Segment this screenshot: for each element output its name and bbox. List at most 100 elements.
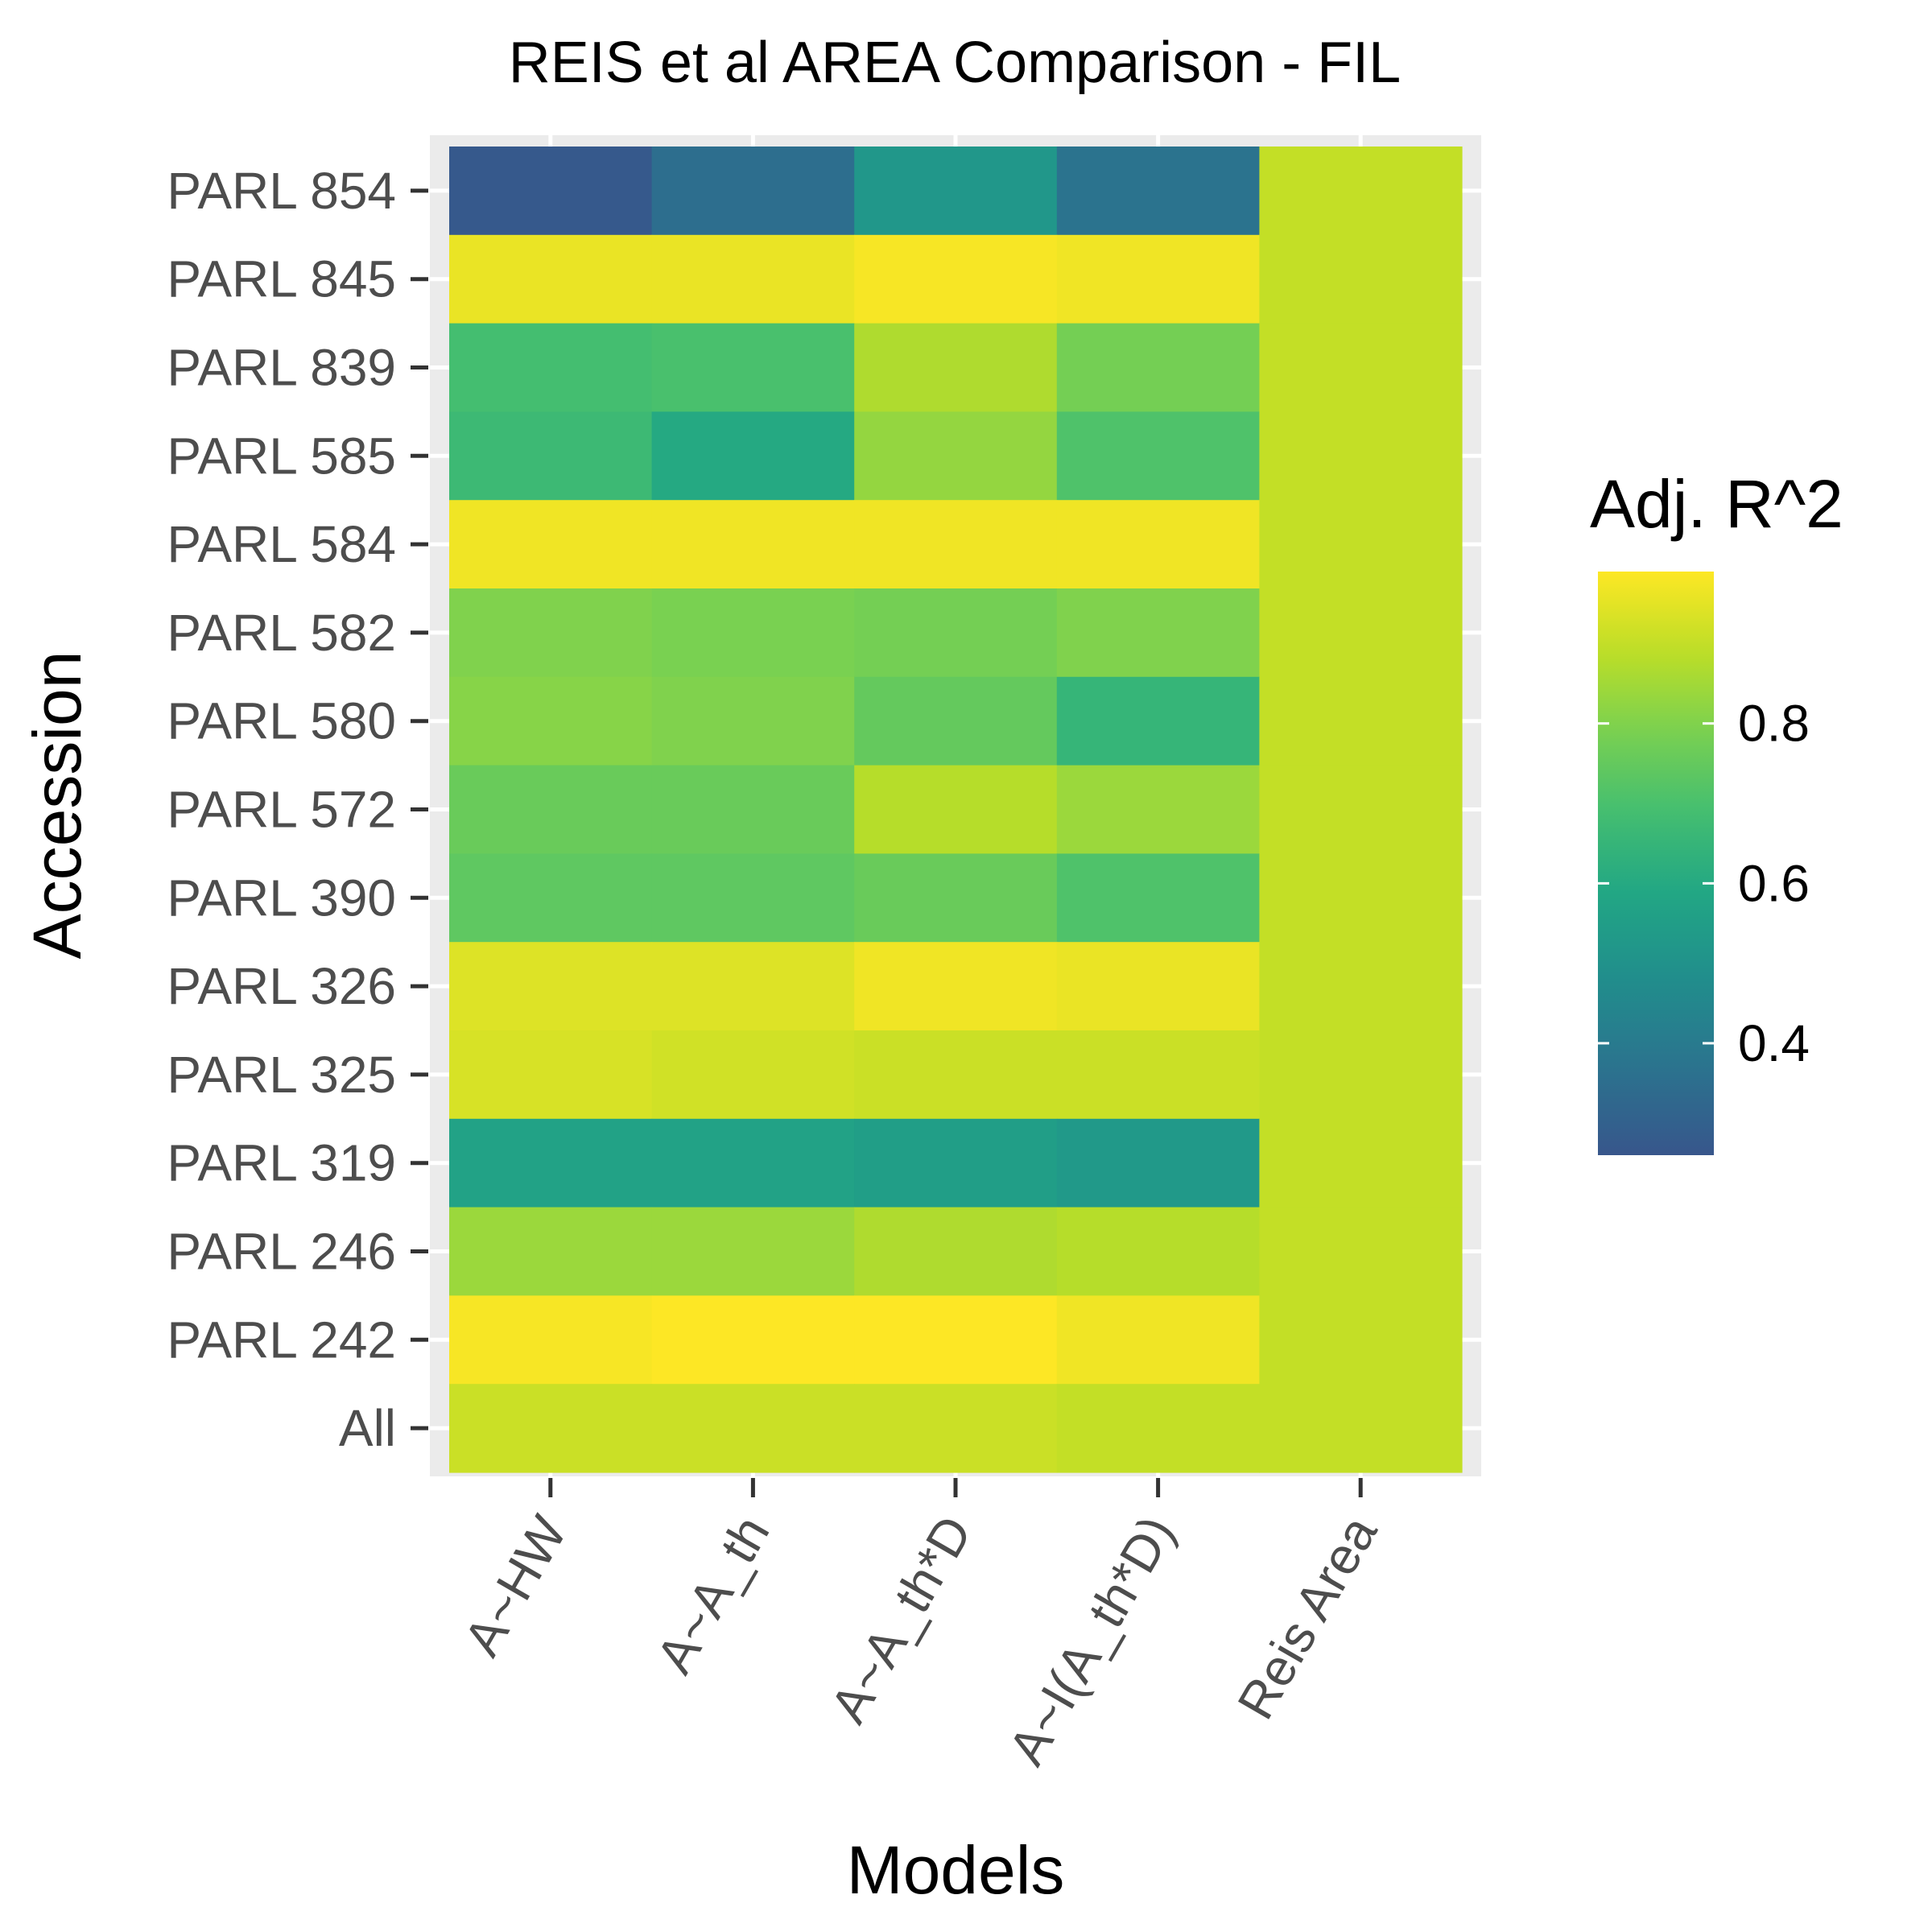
heatmap-cell [1056,1384,1260,1473]
heatmap-cell [854,1384,1058,1473]
y-tick-label: All [339,1399,396,1457]
heatmap-cell [1056,676,1260,766]
x-axis-title: Models [847,1832,1065,1908]
heatmap-cell [854,853,1058,943]
heatmap-cell [854,323,1058,412]
heatmap-cell [651,411,855,501]
heatmap-cell [449,942,653,1031]
chart-title: REIS et al AREA Comparison - FIL [509,31,1401,95]
heatmap-cell [1056,1207,1260,1296]
heatmap-cell [449,1384,653,1473]
heatmap-cell [854,765,1058,854]
heatmap-cell [449,1207,653,1296]
heatmap-cell [1056,500,1260,589]
heatmap-cell [651,853,855,943]
heatmap-cell [651,942,855,1031]
heatmap-cell [651,1384,855,1473]
x-tick-label: A~HW [452,1505,578,1665]
heatmap-cell [651,234,855,324]
y-tick-label: PARL 319 [167,1134,396,1192]
heatmap-cell [651,765,855,854]
heatmap-cell [854,1118,1058,1208]
heatmap-cells [449,147,1463,1473]
heatmap-cell [651,1030,855,1120]
legend-tick-label: 0.8 [1738,695,1810,753]
heatmap-cell [449,500,653,589]
y-tick-label: PARL 582 [167,604,396,662]
y-tick-label: PARL 584 [167,515,396,573]
y-tick-label: PARL 325 [167,1046,396,1104]
heatmap-cell [1259,1384,1463,1473]
heatmap-cell [1056,942,1260,1031]
heatmap-cell [449,1295,653,1385]
heatmap-cell [1259,500,1463,589]
heatmap-cell [1056,765,1260,854]
legend-ticks: 0.4 0.6 0.8 [1598,695,1810,1072]
y-tick-label: PARL 246 [167,1223,396,1281]
heatmap-cell [854,1207,1058,1296]
heatmap-cell [854,1295,1058,1385]
y-tick-label: PARL 390 [167,869,396,927]
heatmap-cell [449,765,653,854]
y-tick-label: PARL 242 [167,1311,396,1368]
heatmap-cell [1056,1118,1260,1208]
heatmap-cell [1259,323,1463,412]
heatmap-cell [854,942,1058,1031]
heatmap-cell [449,1118,653,1208]
colorbar [1598,572,1714,1155]
y-tick-label: PARL 580 [167,692,396,750]
heatmap-cell [449,234,653,324]
y-axis-title: Accession [19,651,95,960]
x-tick-label: A~A_th [645,1506,780,1682]
heatmap-cell [449,323,653,412]
heatmap-cell [651,1295,855,1385]
heatmap-cell [854,676,1058,766]
heatmap-cell [651,588,855,678]
heatmap-cell [1259,1207,1463,1296]
heatmap-cell [1259,234,1463,324]
heatmap-cell [449,1030,653,1120]
heatmap-cell [1259,942,1463,1031]
x-tick-label: A~I(A_th*D) [997,1506,1186,1774]
heatmap-cell [854,411,1058,501]
x-axis: A~HW A~A_th A~A_th*D A~I(A_th*D) Reis Area [452,1478,1389,1774]
heatmap-cell [449,588,653,678]
heatmap-cell [1259,1030,1463,1120]
heatmap-cell [651,323,855,412]
heatmap-cell [1259,853,1463,943]
heatmap-cell [854,1030,1058,1120]
heatmap-cell [651,500,855,589]
heatmap-cell [651,676,855,766]
heatmap-cell [1056,411,1260,501]
heatmap-cell [1056,234,1260,324]
heatmap-cell [1259,147,1463,236]
heatmap-cell [1056,1295,1260,1385]
heatmap-cell [1259,1295,1463,1385]
y-tick-label: PARL 845 [167,250,396,308]
heatmap-cell [449,676,653,766]
heatmap-cell [1259,765,1463,854]
y-tick-label: PARL 585 [167,427,396,485]
heatmap-cell [1056,323,1260,412]
legend-title: Adj. R^2 [1590,466,1843,542]
y-tick-label: PARL 572 [167,781,396,839]
legend-tick-label: 0.6 [1738,854,1810,912]
heatmap-cell [854,147,1058,236]
heatmap-cell [1056,853,1260,943]
heatmap-cell [449,853,653,943]
heatmap-cell [1056,1030,1260,1120]
heatmap-cell [1056,147,1260,236]
heatmap-cell [651,1207,855,1296]
legend-tick-label: 0.4 [1738,1014,1810,1072]
heatmap-cell [1056,588,1260,678]
y-tick-label: PARL 326 [167,957,396,1015]
y-tick-label: PARL 854 [167,162,396,220]
x-tick-label: A~A_th*D [819,1506,983,1732]
heatmap-cell [651,147,855,236]
heatmap-cell [449,411,653,501]
heatmap-cell [1259,676,1463,766]
heatmap-cell [854,588,1058,678]
heatmap-cell [1259,588,1463,678]
heatmap-cell [854,500,1058,589]
